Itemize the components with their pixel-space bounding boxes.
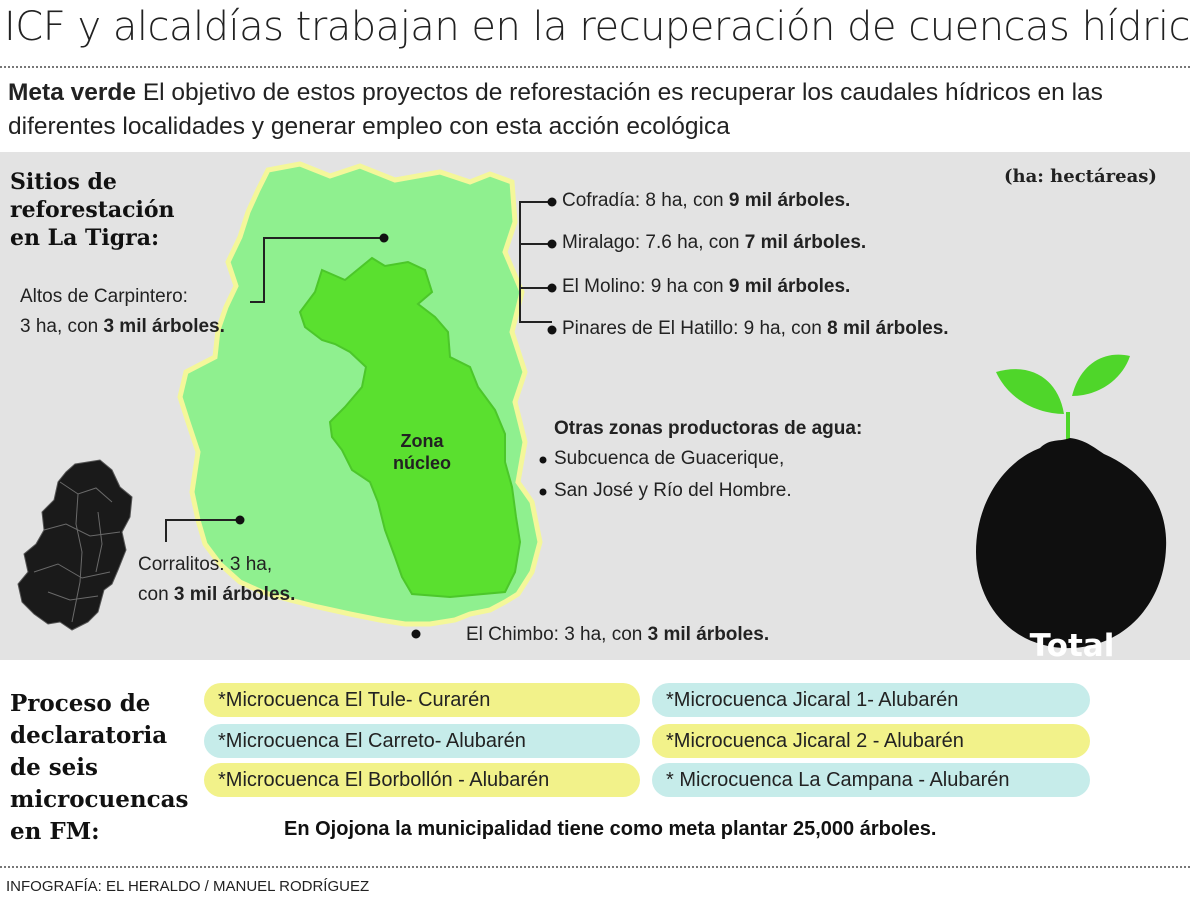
other-zones-heading: Otras zonas productoras de agua:	[554, 418, 863, 439]
microcuenca-pill: *Microcuenca El Tule- Curarén	[204, 683, 640, 717]
microcuenca-pill: *Microcuenca El Carreto- Alubarén	[204, 724, 640, 758]
francisco-morazan-locator-map	[17, 459, 133, 631]
microcuenca-pill: *Microcuenca Jicaral 1- Alubarén	[652, 683, 1090, 717]
site-markers	[235, 197, 557, 639]
credit-line: INFOGRAFÍA: EL HERALDO / MANUEL RODRÍGUE…	[6, 878, 370, 895]
site-label-miralago: Miralago: 7.6 ha, con 7 mil árboles.	[562, 232, 867, 253]
site-label-altos-de-carpintero: Altos de Carpintero: 3 ha, con 3 mil árbo…	[20, 286, 225, 337]
microcuenca-pill: *Microcuenca El Borbollón - Alubarén	[204, 763, 640, 797]
site-label-corralitos: Corralitos: 3 ha, con 3 mil árboles.	[138, 554, 296, 605]
soil-circle	[976, 438, 1167, 649]
sprout-right-leaf	[1072, 354, 1130, 396]
title-divider	[0, 66, 1190, 68]
site-label-el-chimbo: El Chimbo: 3 ha, con 3 mil árboles.	[466, 624, 770, 645]
zona-nucleo-label: Zona núcleo	[392, 431, 451, 473]
leader-lines	[165, 201, 552, 542]
intro-lead: Meta verde	[8, 79, 137, 106]
microcuenca-pill: * Microcuenca La Campana - Alubarén	[652, 763, 1090, 797]
la-tigra-map	[17, 161, 1167, 649]
ojojona-goal: En Ojojona la municipalidad tiene como m…	[284, 818, 937, 840]
process-heading: Proceso de declaratoria de seis microcue…	[10, 690, 189, 845]
site-label-el-molino: El Molino: 9 ha con 9 mil árboles.	[562, 276, 851, 297]
map-panel: Sitios de reforestación en La Tigra: (ha…	[0, 152, 1190, 738]
other-zone-item: San José y Río del Hombre.	[554, 480, 792, 501]
map-heading: Sitios de reforestación en La Tigra:	[10, 169, 175, 251]
footer-divider	[0, 866, 1190, 868]
locator-divisions	[33, 481, 121, 623]
intro-paragraph: Meta verde El objetivo de estos proyecto…	[8, 76, 1178, 144]
site-label-pinares-de-el-hatillo: Pinares de El Hatillo: 9 ha, con 8 mil á…	[562, 318, 949, 339]
page-title: ICF y alcaldías trabajan en la recuperac…	[4, 4, 1190, 50]
site-label-cofradia: Cofradía: 8 ha, con 9 mil árboles.	[562, 190, 851, 211]
microcuenca-pill: *Microcuenca Jicaral 2 - Alubarén	[652, 724, 1090, 758]
sprout-left-leaf	[996, 369, 1064, 414]
unit-note: (ha: hectáreas)	[1004, 166, 1157, 187]
zona-nucleo-region	[298, 256, 522, 599]
other-zone-item: Subcuenca de Guacerique,	[554, 448, 785, 469]
intro-text: El objetivo de estos proyectos de refore…	[8, 79, 1103, 140]
